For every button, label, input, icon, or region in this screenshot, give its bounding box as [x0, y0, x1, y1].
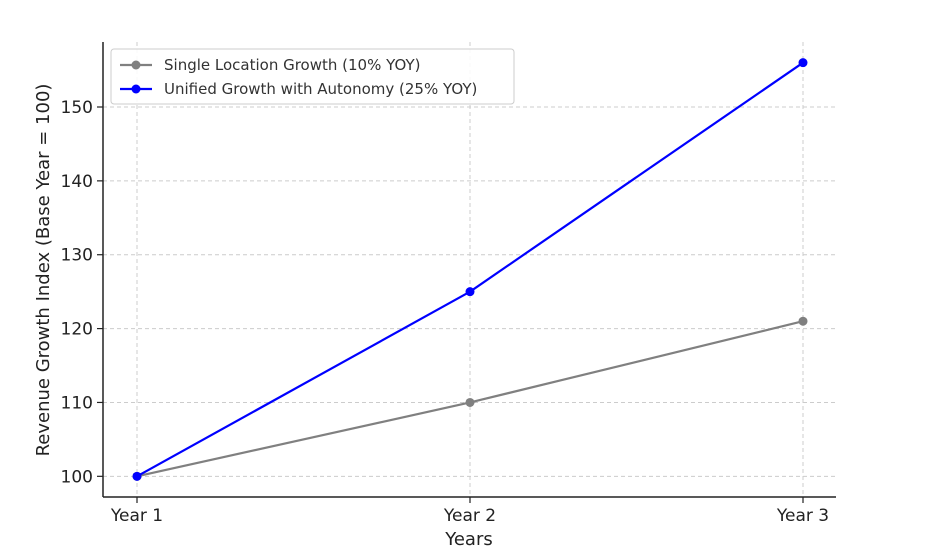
- legend-marker-2: [131, 84, 141, 94]
- y-tick-label-130: 130: [61, 246, 93, 266]
- y-tick-label-150: 150: [61, 98, 93, 118]
- legend-box: [110, 48, 515, 105]
- series-2-point-1: [132, 471, 142, 481]
- legend-label-1: Single Location Growth (10% YOY): [164, 56, 420, 74]
- series-2-point-3: [798, 58, 808, 68]
- x-tick-label-year-2: Year 2: [443, 506, 496, 526]
- y-axis-ticks: 100 110 120 130 140 150: [61, 98, 103, 487]
- y-axis-title: Revenue Growth Index (Base Year = 100): [33, 84, 54, 457]
- y-tick-label-140: 140: [61, 172, 93, 192]
- x-tick-label-year-3: Year 3: [776, 506, 829, 526]
- series-group: [132, 58, 808, 481]
- y-tick-label-120: 120: [61, 320, 93, 340]
- y-tick-label-110: 110: [61, 393, 93, 413]
- series-1-point-2: [465, 397, 475, 407]
- legend-label-2: Unified Growth with Autonomy (25% YOY): [164, 80, 477, 98]
- y-tick-label-100: 100: [61, 467, 93, 487]
- legend: Single Location Growth (10% YOY) Unified …: [110, 48, 515, 105]
- series-1-point-3: [798, 316, 808, 326]
- series-2-point-2: [465, 287, 475, 297]
- legend-marker-1: [131, 60, 141, 70]
- x-axis-title: Years: [444, 529, 493, 550]
- x-axis-ticks: Year 1 Year 2 Year 3: [110, 497, 829, 526]
- x-tick-label-year-1: Year 1: [110, 506, 163, 526]
- grid: [103, 42, 836, 497]
